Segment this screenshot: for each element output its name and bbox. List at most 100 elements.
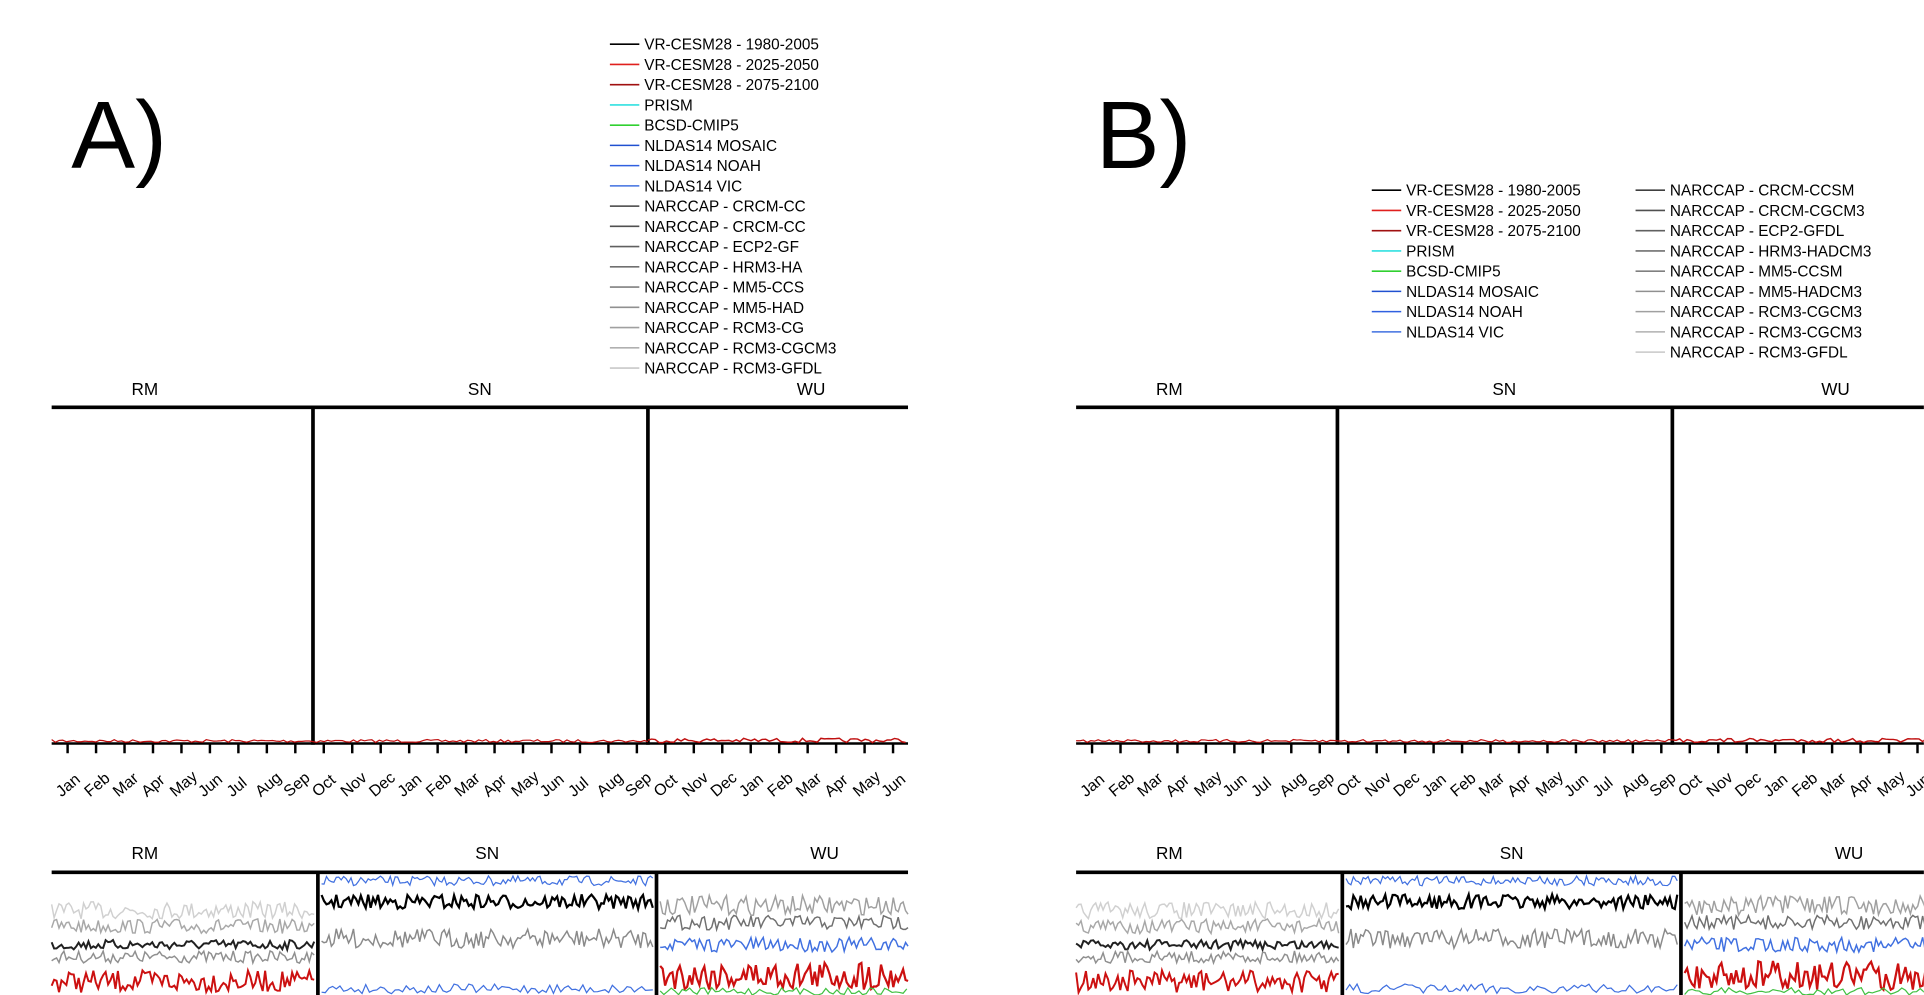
month-label: Dec: [1391, 769, 1424, 800]
region-label: SN: [1492, 379, 1516, 399]
series-trace: [321, 874, 654, 888]
month-label: Mar: [110, 769, 142, 800]
month-label: Nov: [679, 769, 712, 800]
legend-entry: NARCCAP - CRCM-CCSM: [1670, 183, 1855, 200]
month-label: Apr: [480, 771, 510, 800]
panel: A) VR-CESM28 - 1980-2005 VR-CESM28 - 2025-…: [50, 37, 910, 995]
legend-entry: NLDAS14 NOAH: [1406, 304, 1523, 321]
legend-entry: VR-CESM28 - 2075-2100: [644, 77, 819, 94]
panel: B) VR-CESM28 - 1980-2005 VR-CESM28 - 2025-…: [1075, 82, 1924, 995]
month-label: Aug: [1618, 769, 1651, 800]
month-label: Mar: [1818, 769, 1850, 800]
region-label: SN: [468, 379, 492, 399]
series-trace: [320, 891, 654, 914]
series-trace: [321, 927, 654, 951]
legend-entry: NLDAS14 MOSAIC: [1406, 284, 1539, 301]
legend-entry: NARCCAP - RCM3-CGCM3: [644, 340, 836, 357]
legend-entry: NARCCAP - RCM3-GFDL: [644, 361, 822, 378]
figure-body: A) VR-CESM28 - 1980-2005 VR-CESM28 - 2025-…: [50, 37, 1924, 995]
month-label: Apr: [139, 771, 169, 800]
month-label: Oct: [1334, 771, 1364, 800]
month-label: Jan: [1078, 771, 1109, 801]
month-label: Aug: [1277, 769, 1310, 800]
month-label: Jan: [736, 771, 767, 801]
legend-entry: NARCCAP - MM5-HAD: [644, 300, 804, 317]
legend-entry: VR-CESM28 - 1980-2005: [644, 37, 819, 54]
month-label: Oct: [651, 771, 681, 800]
legend-entry: NLDAS14 NOAH: [644, 158, 761, 175]
legend-entry: NARCCAP - CRCM-CC: [644, 199, 806, 216]
legend-entry: BCSD-CMIP5: [644, 118, 739, 135]
series-trace: [50, 938, 316, 953]
month-label: Jan: [395, 771, 426, 801]
month-label: Jan: [1419, 771, 1450, 801]
legend-entry: PRISM: [644, 97, 693, 114]
legend-entry: BCSD-CMIP5: [1406, 264, 1501, 281]
series-trace: [1683, 935, 1924, 955]
month-label: Mar: [793, 769, 825, 800]
region-label: RM: [1156, 379, 1183, 399]
panel-label: A): [71, 82, 167, 189]
panel-label: B): [1096, 82, 1192, 189]
series-trace: [1076, 738, 1673, 744]
legend-entry: VR-CESM28 - 2025-2050: [1406, 203, 1581, 220]
series-trace: [1345, 890, 1679, 913]
series-trace: [321, 982, 653, 995]
series-trace: [1075, 937, 1339, 953]
region-label: WU: [810, 843, 839, 863]
month-label: Aug: [594, 769, 627, 800]
series-trace: [50, 966, 315, 995]
series-trace: [659, 959, 909, 992]
month-label: Oct: [1675, 771, 1705, 800]
region-label: SN: [475, 843, 499, 863]
region-label: WU: [1821, 379, 1850, 399]
month-label: Dec: [366, 769, 399, 800]
series-trace: [1683, 913, 1924, 932]
month-label: May: [850, 768, 884, 800]
series-trace: [659, 986, 908, 995]
legend-entry: NARCCAP - RCM3-GFDL: [1670, 345, 1848, 362]
month-label: Jun: [537, 771, 568, 801]
series-trace: [1075, 949, 1340, 966]
month-label: Apr: [1505, 771, 1535, 800]
series-trace: [1075, 966, 1339, 995]
legend-entry: VR-CESM28 - 1980-2005: [1406, 183, 1581, 200]
month-label: Feb: [82, 770, 114, 801]
month-label: Apr: [822, 771, 852, 800]
month-label: Dec: [1732, 769, 1765, 800]
month-label: May: [1191, 768, 1225, 800]
month-label: Jun: [879, 771, 910, 801]
legend-entry: NARCCAP - HRM3-HADCM3: [1670, 243, 1872, 260]
legend-entry: NARCCAP - MM5-CCS: [644, 280, 804, 297]
legend-entry: NARCCAP - ECP2-GFDL: [1670, 223, 1845, 240]
series-trace: [1075, 899, 1340, 921]
month-label: Nov: [338, 769, 371, 800]
series-trace: [1684, 986, 1924, 995]
month-label: Sep: [1305, 769, 1338, 800]
month-label: Aug: [252, 769, 285, 800]
month-label: Feb: [765, 770, 797, 801]
legend-entry: NARCCAP - CRCM-CGCM3: [1670, 203, 1865, 220]
legend-entry: NARCCAP - RCM3-CG: [644, 320, 804, 337]
legend-entry: NARCCAP - CRCM-CC: [644, 219, 806, 236]
series-trace: [50, 917, 315, 935]
series-trace: [1672, 737, 1924, 744]
series-trace: [50, 899, 315, 921]
series-trace: [659, 892, 909, 917]
series-trace: [1345, 982, 1678, 995]
month-label: Mar: [1134, 769, 1166, 800]
month-label: Jul: [224, 774, 251, 800]
month-label: Jun: [1903, 771, 1924, 801]
month-label: Jan: [53, 771, 84, 801]
month-label: Mar: [1476, 769, 1508, 800]
month-label: Apr: [1163, 771, 1193, 800]
month-label: Feb: [1106, 770, 1138, 801]
month-label: May: [1875, 768, 1909, 800]
legend-entry: PRISM: [1406, 243, 1455, 260]
month-label: Jun: [195, 771, 226, 801]
region-label: SN: [1500, 843, 1524, 863]
month-label: Sep: [281, 769, 314, 800]
month-label: Dec: [708, 769, 741, 800]
legend-entry: NARCCAP - HRM3-HA: [644, 259, 803, 276]
